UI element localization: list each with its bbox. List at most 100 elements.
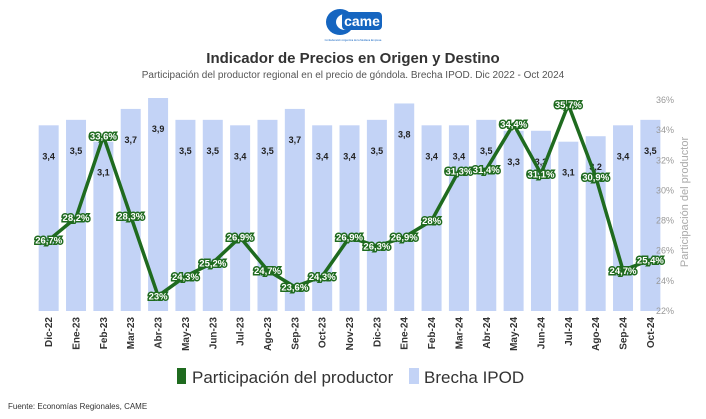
legend: Participación del productor Brecha IPOD bbox=[177, 368, 524, 387]
point-label: 23,6% bbox=[281, 282, 308, 293]
bar-label: 3,9 bbox=[152, 124, 165, 134]
bar-label: 3,4 bbox=[617, 151, 630, 161]
point-label: 31,1% bbox=[528, 169, 555, 180]
bar-label: 3,4 bbox=[42, 151, 55, 161]
legend-swatch-brecha bbox=[409, 368, 419, 384]
point-label: 25,4% bbox=[637, 255, 664, 266]
legend-label-brecha: Brecha IPOD bbox=[424, 368, 524, 387]
point-label: 28,2% bbox=[63, 213, 90, 224]
x-tick-label: Ago-23 bbox=[263, 317, 274, 351]
x-axis-labels: Dic-22 Ene-23 Feb-23 Mar-23 Abr-23 May-23 Jun-… bbox=[44, 317, 657, 351]
legend-label-productor: Participación del productor bbox=[192, 368, 394, 387]
x-tick-label: Jul-23 bbox=[236, 317, 247, 346]
bar-May-23 bbox=[175, 119, 196, 311]
y-tick-label: 24% bbox=[656, 276, 674, 286]
bar-Abr-24 bbox=[476, 119, 497, 311]
legend-swatch-productor bbox=[177, 368, 186, 384]
bar-label: 3,4 bbox=[343, 151, 356, 161]
bar-Jul-24 bbox=[558, 141, 579, 311]
bar-label: 3,4 bbox=[234, 151, 247, 161]
point-label: 26,9% bbox=[336, 233, 363, 244]
chart-subtitle: Participación del productor regional en … bbox=[141, 70, 565, 81]
logo-mark: came bbox=[326, 9, 382, 35]
y-tick-label: 22% bbox=[656, 306, 674, 316]
point-label: 35,7% bbox=[555, 100, 582, 111]
x-tick-label: Sep-23 bbox=[290, 317, 301, 350]
point-label: 24,7% bbox=[610, 266, 637, 277]
bar-label: 3,8 bbox=[398, 129, 411, 139]
line-path bbox=[47, 102, 652, 298]
x-tick-label: Jul-24 bbox=[564, 317, 575, 346]
legend-item-brecha: Brecha IPOD bbox=[409, 368, 524, 387]
y-tick-label: 28% bbox=[656, 216, 674, 226]
x-tick-label: May-24 bbox=[509, 317, 520, 351]
y-axis-ticks: 22% 24% 26% 28% 30% 32% 34% 36% bbox=[656, 95, 674, 316]
x-tick-label: May-23 bbox=[181, 317, 192, 351]
x-tick-label: Feb-24 bbox=[427, 317, 438, 350]
chart-title: Indicador de Precios en Origen y Destino bbox=[206, 50, 500, 67]
bar-label: 3,3 bbox=[507, 157, 520, 167]
x-tick-label: Oct-23 bbox=[318, 317, 329, 349]
point-label: 26,3% bbox=[363, 242, 390, 253]
point-label: 31,4% bbox=[473, 165, 500, 176]
point-label: 26,9% bbox=[391, 233, 418, 244]
y-tick-label: 26% bbox=[656, 246, 674, 256]
point-label: 31,3% bbox=[445, 166, 472, 177]
bar-label: 3,3 bbox=[535, 157, 548, 167]
point-label: 24,3% bbox=[309, 272, 336, 283]
bar-label: 3,5 bbox=[644, 146, 657, 156]
logo-tagline: Confederación Argentina de la Mediana Em… bbox=[325, 38, 382, 42]
x-tick-label: Dic-23 bbox=[372, 317, 383, 347]
bar-label: 3,1 bbox=[97, 168, 110, 178]
point-label: 24,7% bbox=[254, 266, 281, 277]
x-tick-label: Abr-23 bbox=[154, 317, 165, 349]
bar-Nov-23 bbox=[339, 125, 360, 311]
y-tick-label: 36% bbox=[656, 95, 674, 105]
point-label: 26,9% bbox=[227, 233, 254, 244]
x-tick-label: Ago-24 bbox=[591, 317, 602, 351]
bar-label: 3,4 bbox=[453, 151, 466, 161]
bar-Dic-23 bbox=[366, 119, 387, 311]
x-tick-label: Mar-23 bbox=[126, 317, 137, 350]
y-tick-label: 30% bbox=[656, 185, 674, 195]
point-label: 28,3% bbox=[117, 212, 144, 223]
bar-label: 3,5 bbox=[480, 146, 493, 156]
x-tick-label: Dic-22 bbox=[44, 317, 55, 347]
bar-label: 3,2 bbox=[589, 162, 602, 172]
bar-Ene-24 bbox=[394, 103, 415, 311]
y-tick-label: 34% bbox=[656, 125, 674, 135]
bar-label: 3,7 bbox=[124, 135, 137, 145]
x-tick-label: Oct-24 bbox=[646, 317, 657, 349]
bar-Feb-23 bbox=[93, 141, 114, 311]
x-tick-label: Ene-24 bbox=[400, 317, 411, 350]
x-tick-label: Abr-24 bbox=[482, 317, 493, 349]
point-label: 28% bbox=[422, 216, 442, 227]
legend-item-productor: Participación del productor bbox=[177, 368, 394, 387]
bar-Jun-23 bbox=[202, 119, 223, 311]
x-tick-label: Jun-24 bbox=[537, 317, 548, 350]
point-label: 34,4% bbox=[500, 120, 527, 131]
y-tick-label: 32% bbox=[656, 155, 674, 165]
bar-label: 3,5 bbox=[179, 146, 192, 156]
bar-Sep-24 bbox=[613, 125, 634, 311]
x-tick-label: Jun-23 bbox=[208, 317, 219, 350]
source-note: Fuente: Economías Regionales, CAME bbox=[8, 402, 148, 411]
x-tick-label: Nov-23 bbox=[345, 317, 356, 351]
bar-Ago-24 bbox=[585, 136, 606, 311]
point-label: 23% bbox=[149, 291, 169, 302]
bar-Mar-23 bbox=[120, 108, 141, 311]
x-tick-label: Sep-24 bbox=[619, 317, 630, 350]
bar-label: 3,1 bbox=[562, 168, 575, 178]
x-tick-label: Mar-24 bbox=[454, 317, 465, 350]
x-tick-label: Ene-23 bbox=[72, 317, 83, 350]
bar-label: 3,4 bbox=[425, 151, 438, 161]
bar-label: 3,5 bbox=[371, 146, 384, 156]
bar-Jul-23 bbox=[230, 125, 251, 311]
point-label: 24,3% bbox=[172, 272, 199, 283]
bar-label: 3,5 bbox=[207, 146, 220, 156]
bar-label: 3,5 bbox=[261, 146, 274, 156]
bar-label: 3,4 bbox=[316, 151, 329, 161]
bar-May-24 bbox=[503, 130, 524, 311]
bar-labels: 3,4 3,5 3,1 3,7 3,9 3,5 3,5 3,4 3,5 3,7 3,4 3,4 3,5 3… bbox=[42, 124, 656, 178]
